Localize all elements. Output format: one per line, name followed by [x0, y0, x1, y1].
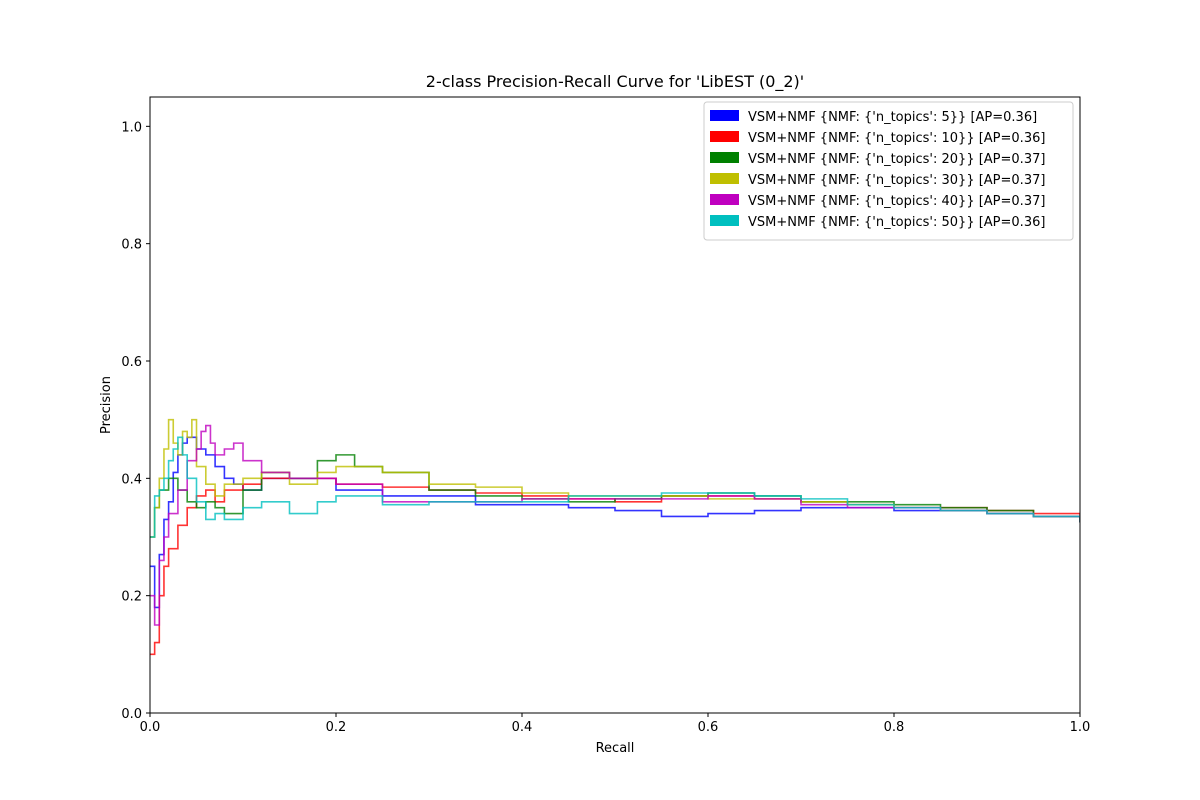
y-tick-label: 0.6: [121, 355, 142, 370]
x-axis-label: Recall: [596, 741, 635, 756]
y-axis: 0.0 0.2 0.4 0.6 0.8 1.0: [121, 120, 150, 722]
y-axis-label: Precision: [99, 376, 114, 434]
legend-swatch-5: [710, 194, 739, 205]
x-axis: 0.0 0.2 0.4 0.6 0.8 1.0: [140, 713, 1091, 735]
y-tick-label: 1.0: [121, 120, 142, 135]
plot-area: [149, 96, 1081, 714]
legend-label-6: VSM+NMF {NMF: {'n_topics': 50}} [AP=0.36…: [748, 215, 1045, 230]
legend-swatch-1: [710, 110, 739, 121]
x-tick-label: 0.8: [884, 720, 905, 735]
chart-title: 2-class Precision-Recall Curve for 'LibE…: [426, 72, 804, 92]
series-layer: [150, 418, 1080, 656]
legend-label-4: VSM+NMF {NMF: {'n_topics': 30}} [AP=0.37…: [748, 173, 1045, 188]
y-tick-label: 0.2: [121, 590, 142, 605]
x-tick-label: 1.0: [1070, 720, 1091, 735]
plot-frame: [149, 96, 1081, 714]
x-tick-label: 0.6: [698, 720, 719, 735]
legend-swatch-3: [710, 152, 739, 163]
legend-box: [703, 101, 1074, 241]
y-tick-label: 0.8: [121, 238, 142, 253]
series-line-6: [150, 436, 1080, 538]
legend-label-2: VSM+NMF {NMF: {'n_topics': 10}} [AP=0.36…: [748, 131, 1045, 146]
x-tick-label: 0.2: [326, 720, 347, 735]
x-tick-label: 0.0: [140, 720, 161, 735]
y-tick-label: 0.0: [121, 707, 142, 722]
legend: VSM+NMF {NMF: {'n_topics': 5}} [AP=0.36]…: [703, 101, 1074, 241]
legend-swatch-2: [710, 131, 739, 142]
y-tick-label: 0.4: [121, 472, 142, 487]
x-tick-label: 0.4: [512, 720, 533, 735]
legend-label-1: VSM+NMF {NMF: {'n_topics': 5}} [AP=0.36]: [748, 110, 1037, 125]
legend-label-3: VSM+NMF {NMF: {'n_topics': 20}} [AP=0.37…: [748, 152, 1045, 167]
legend-label-5: VSM+NMF {NMF: {'n_topics': 40}} [AP=0.37…: [748, 194, 1045, 209]
legend-swatch-6: [710, 215, 739, 226]
legend-swatch-4: [710, 173, 739, 184]
